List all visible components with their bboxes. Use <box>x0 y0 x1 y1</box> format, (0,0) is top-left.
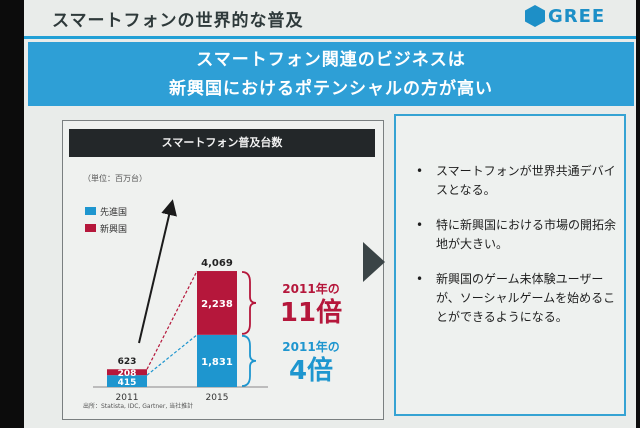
chart-source-note: 出所：Statista, IDC, Gartner, 当社推計 <box>83 403 194 410</box>
headline-banner: スマートフォン関連のビジネスは 新興国におけるポテンシャルの方が高い <box>28 42 634 106</box>
bar-value-label: 1,831 <box>201 357 233 368</box>
next-arrow-icon <box>363 242 385 282</box>
x-tick-label: 2011 <box>116 393 139 403</box>
bullet-text: 新興国のゲーム未体験ユーザーが、ソーシャルゲームを始めることができるようになる。 <box>436 272 616 324</box>
emerging-growth-line <box>146 270 198 370</box>
bullet-item: • 特に新興国における市場の開拓余地が大きい。 <box>414 216 620 254</box>
emerging-multiplier-label: 2011年の <box>282 281 339 296</box>
bar-total-label: 623 <box>118 357 137 367</box>
bar-先進国-2011 <box>107 375 147 387</box>
chart-panel: スマートフォン普及台数 （単位：百万台） 415 208 623 2011 1,831 2… <box>62 120 384 420</box>
title-divider <box>24 36 636 39</box>
bar-新興国-2011 <box>107 369 147 376</box>
bullet-list: • スマートフォンが世界共通デバイスとなる。 • 特に新興国における市場の開拓余地が… <box>414 162 620 343</box>
chart-unit-label: （単位：百万台） <box>83 174 147 183</box>
bar-total-label: 4,069 <box>201 258 233 269</box>
gree-logo-text: GREE <box>548 6 606 27</box>
bar-新興国-2015 <box>197 271 237 335</box>
slide-title: スマートフォンの世界的な普及 <box>52 11 304 31</box>
legend-swatch-新興国 <box>85 224 96 232</box>
gree-logo-icon <box>525 5 545 27</box>
slide: スマートフォンの世界的な普及 GREE スマートフォン関連のビジネスは 新興国に… <box>24 0 636 428</box>
x-tick-label: 2015 <box>206 393 229 403</box>
bar-value-label: 208 <box>118 369 137 379</box>
bullet-item: • スマートフォンが世界共通デバイスとなる。 <box>414 162 620 200</box>
emerging-multiplier-value: 11倍 <box>280 297 342 328</box>
bar-先進国-2015 <box>197 334 237 387</box>
bullet-dot: • <box>416 218 424 232</box>
trend-arrow <box>138 199 177 344</box>
bullet-item: • 新興国のゲーム未体験ユーザーが、ソーシャルゲームを始めることができるようになる… <box>414 270 620 327</box>
bullet-dot: • <box>416 272 424 286</box>
bar-value-label: 2,238 <box>201 299 233 310</box>
chart-header: スマートフォン普及台数 <box>69 129 375 157</box>
bullet-dot: • <box>416 164 424 178</box>
bullet-panel: • スマートフォンが世界共通デバイスとなる。 • 特に新興国における市場の開拓余地が… <box>394 114 626 416</box>
emerging-brace <box>241 271 257 335</box>
developed-growth-line <box>146 334 198 376</box>
bullet-text: 特に新興国における市場の開拓余地が大きい。 <box>436 218 617 251</box>
legend-swatch-先進国 <box>85 207 96 215</box>
developed-multiplier-value: 4倍 <box>289 355 333 386</box>
bar-value-label: 415 <box>118 378 137 388</box>
headline-line-2: 新興国におけるポテンシャルの方が高い <box>169 79 493 99</box>
developed-multiplier-label: 2011年の <box>282 339 339 354</box>
bullet-text: スマートフォンが世界共通デバイスとなる。 <box>436 164 616 197</box>
legend-label: 先進国 <box>100 206 127 218</box>
legend-label: 新興国 <box>100 223 127 235</box>
developed-brace <box>241 334 257 387</box>
headline-line-1: スマートフォン関連のビジネスは <box>196 50 466 70</box>
